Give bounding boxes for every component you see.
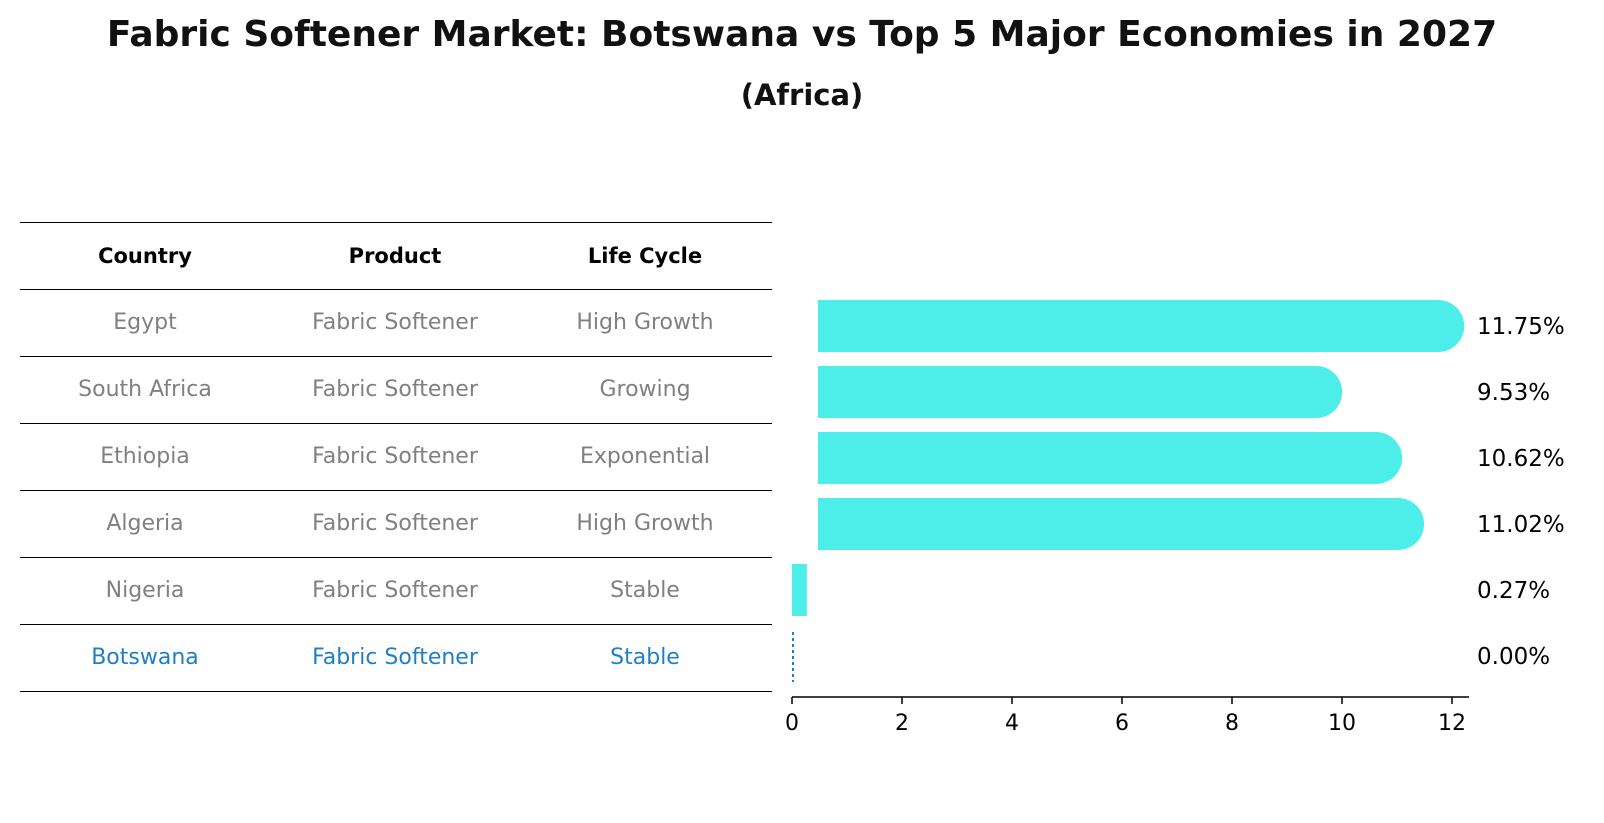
product-cell: Fabric Softener — [312, 310, 478, 335]
bar-south-africa — [818, 366, 1343, 418]
product-cell: Fabric Softener — [312, 511, 478, 536]
header-life-cycle: Life Cycle — [587, 244, 703, 268]
value-label: 0.00% — [1477, 644, 1550, 670]
product-cell: Fabric Softener — [312, 377, 478, 402]
data-table: Country Product Life Cycle Egypt Fabric … — [20, 222, 772, 692]
table-row: Algeria Fabric Softener High Growth — [20, 490, 772, 557]
country-cell: South Africa — [78, 377, 212, 402]
life-cycle-cell: Growing — [599, 377, 691, 402]
country-cell: Ethiopia — [100, 444, 190, 469]
bar-egypt — [818, 300, 1465, 352]
chart-title: Fabric Softener Market: Botswana vs Top … — [106, 14, 1498, 55]
header-country: Country — [98, 244, 192, 268]
header-product: Product — [348, 244, 442, 268]
table-row: Egypt Fabric Softener High Growth — [20, 289, 772, 356]
x-tick-label: 6 — [1115, 711, 1129, 736]
x-tick-label: 12 — [1438, 711, 1466, 736]
value-label: 11.75% — [1477, 314, 1565, 340]
chart-subtitle: (Africa) — [740, 78, 864, 112]
country-cell: Egypt — [113, 310, 177, 335]
table-row-highlighted: Botswana Fabric Softener Stable — [20, 624, 772, 692]
value-label: 0.27% — [1477, 578, 1550, 604]
x-tick-label: 8 — [1225, 711, 1239, 736]
life-cycle-cell: High Growth — [576, 310, 714, 335]
table-row: Nigeria Fabric Softener Stable — [20, 557, 772, 624]
bar-nigeria — [792, 564, 807, 616]
value-label: 10.62% — [1477, 446, 1565, 472]
table-header-row: Country Product Life Cycle — [20, 222, 772, 289]
product-cell: Fabric Softener — [312, 578, 478, 603]
x-tick-label: 2 — [895, 711, 909, 736]
value-label: 11.02% — [1477, 512, 1565, 538]
life-cycle-cell: High Growth — [576, 511, 714, 536]
product-cell: Fabric Softener — [312, 444, 478, 469]
x-tick-label: 0 — [785, 711, 799, 736]
table-row: Ethiopia Fabric Softener Exponential — [20, 423, 772, 490]
life-cycle-cell: Stable — [610, 578, 680, 603]
bar-algeria — [818, 498, 1425, 550]
country-cell: Botswana — [91, 645, 199, 670]
bar-ethiopia — [818, 432, 1403, 484]
country-cell: Nigeria — [105, 578, 185, 603]
country-cell: Algeria — [106, 511, 184, 536]
life-cycle-cell: Exponential — [579, 444, 711, 469]
table-row: South Africa Fabric Softener Growing — [20, 356, 772, 423]
life-cycle-cell: Stable — [610, 645, 680, 670]
product-cell: Fabric Softener — [312, 645, 478, 670]
x-tick-label: 10 — [1328, 711, 1356, 736]
value-label: 9.53% — [1477, 380, 1550, 406]
x-tick-label: 4 — [1005, 711, 1019, 736]
